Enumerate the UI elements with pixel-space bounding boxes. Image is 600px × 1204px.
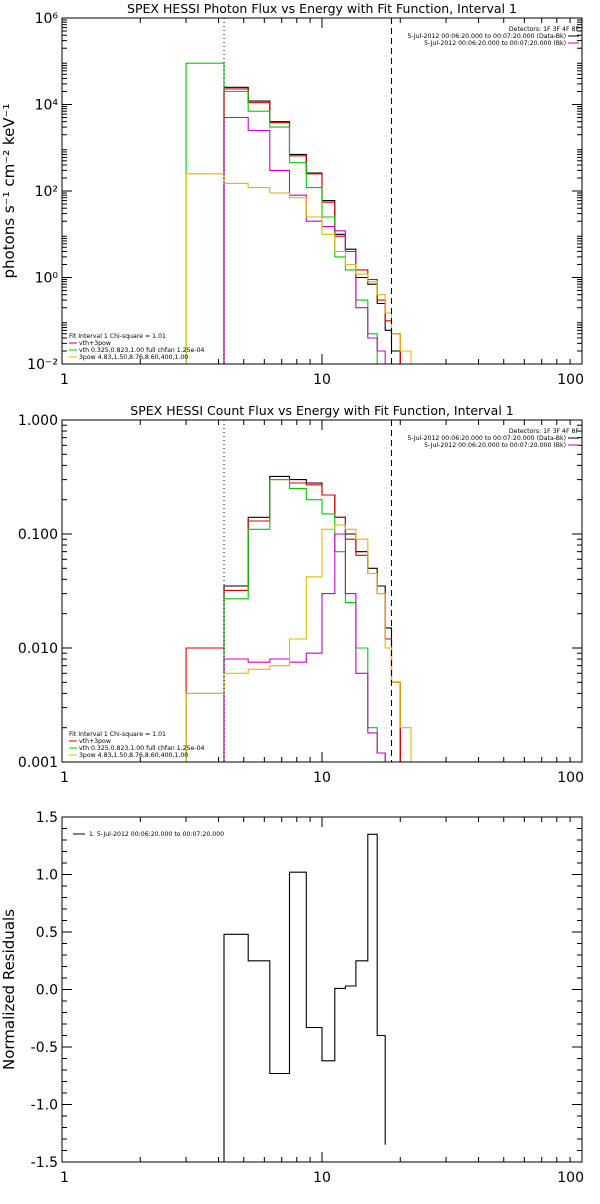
- plot-frame-3: [61, 816, 583, 1163]
- x-ticks-3: 1 10 100: [60, 817, 584, 1186]
- series-line-1: [223, 86, 401, 364]
- y-tick-label: -0.5: [31, 1040, 58, 1056]
- y-tick-label: 0.0: [36, 983, 58, 999]
- legend-entry: 3pow 4.83,1.50,8.76,8.60,400,1.00: [79, 354, 188, 361]
- x-tick-label: 1: [60, 372, 69, 388]
- chart-panel-3: Normalized Residuals 1 10 100 -1.5 -1.0 -0.5 0.…: [0, 810, 584, 1186]
- legend-entry: 5-Jul-2012 00:06:20.000 to 00:07:20.000 …: [424, 442, 566, 449]
- x-tick-label: 100: [557, 770, 584, 786]
- legend-entry: 5-Jul-2012 00:06:20.000 to 00:07:20.000 …: [407, 33, 566, 40]
- legend-entry: vth 0.325,0.823,1.00 full chfan 1.25e-04: [79, 745, 205, 752]
- plot-frame-1: [61, 17, 583, 365]
- series-line-5: [185, 173, 412, 364]
- legend-header: Fit Interval 1 Chi-square = 1.01: [69, 731, 166, 738]
- series-group-2: [185, 475, 412, 762]
- legend-left-2: Fit Interval 1 Chi-square = 1.01vth+3pow…: [69, 731, 205, 759]
- y-tick-label: -1.0: [31, 1098, 58, 1114]
- y-axis-label-3: Normalized Residuals: [0, 909, 18, 1070]
- chart-title-2: SPEX HESSI Count Flux vs Energy with Fit…: [130, 403, 513, 418]
- y-tick-label: 0.100: [18, 527, 58, 543]
- x-ticks-2: 1 10 100: [60, 420, 584, 786]
- series-group-1: [185, 62, 412, 364]
- legend-right-1: Detectors: 1F 3F 4F 8F5-Jul-2012 00:06:2…: [407, 26, 579, 47]
- series-line-5: [185, 524, 412, 762]
- x-tick-label: 1: [60, 1170, 69, 1186]
- legend-entry: 3pow 4.83,1.50,8.76,8.60,400,1.00: [79, 752, 188, 759]
- legend-entry: 1. 5-Jul-2012 00:06:20.000 to 00:07:20.0…: [89, 831, 224, 838]
- y-tick-label: 10²: [35, 184, 58, 200]
- series-line-1: [223, 833, 386, 1162]
- legend-header: Fit Interval 1 Chi-square = 1.01: [69, 333, 166, 340]
- series-line-4: [223, 533, 386, 762]
- y-tick-label: 1.0: [36, 868, 58, 884]
- series-line-4: [223, 116, 386, 364]
- x-tick-label: 10: [313, 1170, 331, 1186]
- legend-right-2: Detectors: 1F 3F 4F 8F5-Jul-2012 00:06:2…: [407, 428, 579, 449]
- x-tick-label: 100: [557, 1170, 584, 1186]
- x-tick-label: 100: [557, 372, 584, 388]
- y-tick-label: 1.000: [18, 413, 58, 429]
- y-tick-label: -1.5: [31, 1155, 58, 1171]
- series-line-3: [185, 62, 386, 364]
- y-tick-label: 0.5: [36, 925, 58, 941]
- legend-entry: 5-Jul-2012 00:06:20.000 to 00:07:20.000 …: [407, 435, 566, 442]
- legend-header: Detectors: 1F 3F 4F 8F: [509, 428, 580, 435]
- y-tick-label: 0.010: [18, 641, 58, 657]
- legend-entry: 5-Jul-2012 00:06:20.000 to 00:07:20.000 …: [424, 40, 566, 47]
- y-tick-label: 0.001: [18, 755, 58, 771]
- y-ticks-3: -1.5 -1.0 -0.5 0.0 0.5 1.0 1.5: [31, 810, 582, 1171]
- series-line-3: [185, 479, 386, 762]
- chart-panel-1: SPEX HESSI Photon Flux vs Energy with Fi…: [0, 1, 584, 388]
- y-tick-label: 10⁻²: [27, 357, 58, 373]
- series-line-1: [223, 475, 401, 762]
- legend-header: Detectors: 1F 3F 4F 8F: [509, 26, 580, 33]
- chart-title-1: SPEX HESSI Photon Flux vs Energy with Fi…: [127, 1, 517, 16]
- y-axis-label-1: photons s⁻¹ cm⁻² keV⁻¹: [0, 104, 18, 279]
- y-tick-label: 10⁰: [35, 271, 59, 287]
- x-tick-label: 1: [60, 770, 69, 786]
- legend-entry: vth 0.325,0.823,1.00 full chfan 1.25e-04: [79, 347, 205, 354]
- plot-frame-2: [61, 419, 583, 763]
- legend-left-1: Fit Interval 1 Chi-square = 1.01vth+3pow…: [69, 333, 205, 361]
- x-tick-label: 10: [313, 770, 331, 786]
- y-tick-label: 1.5: [36, 810, 58, 826]
- legend-entry: vth+3pow: [79, 340, 111, 347]
- y-ticks-1: 10⁻² 10⁰ 10² 10⁴ 10⁶: [27, 11, 582, 373]
- x-tick-label: 10: [313, 372, 331, 388]
- legend-entry: vth+3pow: [79, 738, 111, 745]
- series-group-3: [223, 833, 386, 1162]
- y-tick-label: 10⁶: [35, 11, 59, 27]
- chart-panel-2: SPEX HESSI Count Flux vs Energy with Fit…: [18, 403, 584, 786]
- legend-left-3: 1. 5-Jul-2012 00:06:20.000 to 00:07:20.0…: [73, 831, 224, 838]
- y-ticks-2: 0.001 0.010 0.100 1.000: [18, 413, 582, 771]
- y-tick-label: 10⁴: [35, 98, 59, 114]
